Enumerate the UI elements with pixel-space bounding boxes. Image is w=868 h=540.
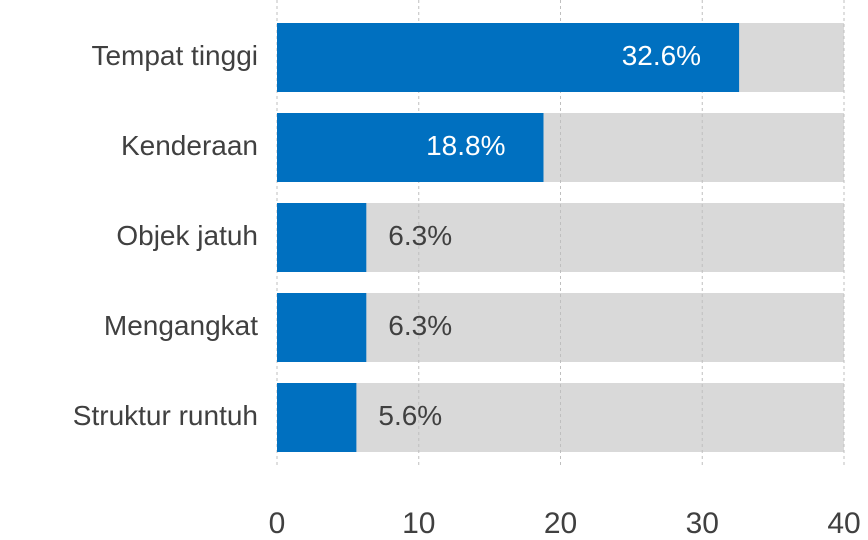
bar [277, 203, 367, 272]
category-label: Mengangkat [104, 310, 258, 341]
x-tick-label: 40 [827, 507, 860, 540]
bar [277, 293, 367, 362]
value-label: 6.3% [388, 220, 452, 251]
value-label: 5.6% [378, 400, 442, 431]
bar [277, 383, 357, 452]
x-tick-label: 10 [402, 507, 435, 540]
bar-track [277, 383, 844, 452]
value-label: 18.8% [426, 130, 505, 161]
category-label: Objek jatuh [116, 220, 258, 251]
category-label: Kenderaan [121, 130, 258, 161]
x-tick-label: 30 [686, 507, 719, 540]
value-label: 6.3% [388, 310, 452, 341]
category-label: Tempat tinggi [91, 40, 258, 71]
x-tick-label: 20 [544, 507, 577, 540]
bar [277, 23, 740, 92]
value-label: 32.6% [622, 40, 701, 71]
category-label: Struktur runtuh [73, 400, 258, 431]
bar [277, 113, 544, 182]
x-tick-label: 0 [269, 507, 286, 540]
